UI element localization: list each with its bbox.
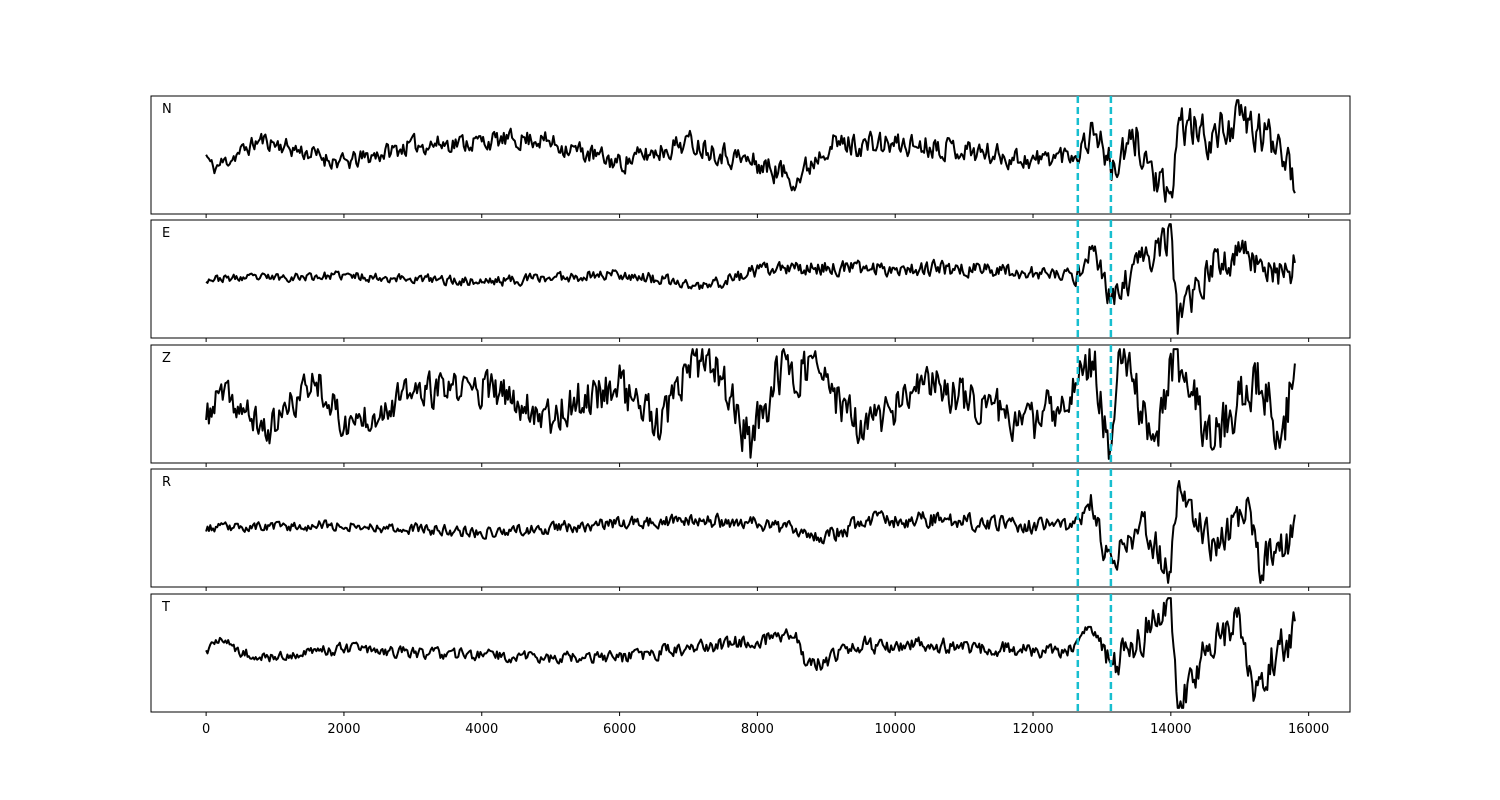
panel-r: R xyxy=(150,468,1351,591)
x-tick-label: 16000 xyxy=(1288,722,1329,737)
x-tick-label: 14000 xyxy=(1150,722,1191,737)
channel-label-t: T xyxy=(161,600,170,615)
panel-frame xyxy=(150,468,1351,588)
waveform-r xyxy=(205,480,1296,584)
waveform-t xyxy=(205,597,1296,709)
channel-label-z: Z xyxy=(162,351,171,366)
panel-frame xyxy=(150,593,1351,713)
waveform-z xyxy=(205,348,1296,460)
waveform-n xyxy=(205,99,1296,203)
panel-frame xyxy=(150,344,1351,464)
x-tick-label: 8000 xyxy=(741,722,774,737)
x-tick-label: 10000 xyxy=(875,722,916,737)
panel-frame xyxy=(150,95,1351,215)
x-tick-label: 6000 xyxy=(603,722,636,737)
x-tick-label: 2000 xyxy=(327,722,360,737)
panel-z: Z xyxy=(150,344,1351,467)
x-tick-label: 12000 xyxy=(1012,722,1053,737)
x-tick-label: 4000 xyxy=(465,722,498,737)
panel-n: N xyxy=(150,95,1351,218)
panel-t: 0 2000 4000 6000 8000 10000 12000 14000 16000 T xyxy=(150,593,1351,737)
waveform-e xyxy=(205,223,1296,335)
panel-e: E xyxy=(150,219,1351,342)
channel-label-e: E xyxy=(162,226,170,241)
channel-label-r: R xyxy=(162,475,171,490)
channel-label-n: N xyxy=(162,102,172,117)
x-tick-label: 0 xyxy=(202,722,210,737)
panel-frame xyxy=(150,219,1351,339)
